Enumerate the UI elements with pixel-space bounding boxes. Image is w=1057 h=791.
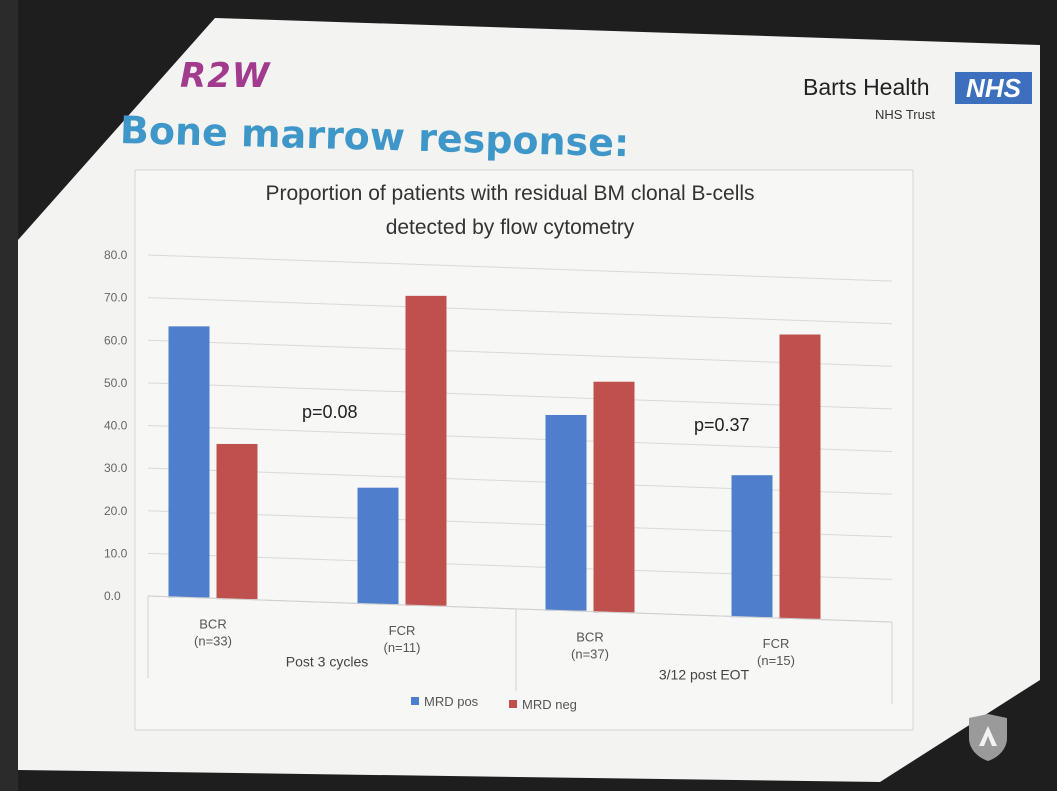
gridline <box>147 339 893 367</box>
bars <box>168 295 821 619</box>
p-value-annotation-1: p=0.08 <box>302 402 358 422</box>
y-tick-label: 80.0 <box>104 248 128 262</box>
legend-label-mrd-neg: MRD neg <box>522 697 577 712</box>
y-axis-ticks: 0.0 10.0 20.0 30.0 40.0 50.0 60.0 70.0 80.0 <box>104 248 128 603</box>
p-value-annotation-2: p=0.37 <box>694 415 750 435</box>
gridline <box>147 382 893 410</box>
x-axis-categories: BCR (n=33) FCR (n=11) BCR (n=37) FCR (n=15) Post… <box>147 595 893 705</box>
shield-icon <box>969 714 1007 761</box>
x-category-n: (n=15) <box>757 653 795 668</box>
org-name: Barts Health <box>803 74 930 100</box>
bar-mrd-pos <box>731 475 773 618</box>
y-tick-label: 50.0 <box>104 376 128 390</box>
bar-mrd-pos <box>357 487 399 605</box>
bar-mrd-neg <box>593 381 635 613</box>
x-category-label: FCR <box>389 623 416 638</box>
bar-mrd-pos <box>168 326 210 598</box>
x-category-label: BCR <box>199 616 226 631</box>
r2w-logo: R2W <box>180 56 271 96</box>
x-category-label: BCR <box>576 629 603 644</box>
legend-swatch-mrd-pos <box>411 697 419 705</box>
legend-label-mrd-pos: MRD pos <box>424 694 479 709</box>
x-group-label: Post 3 cycles <box>286 653 368 669</box>
x-category-n: (n=37) <box>571 646 609 661</box>
chart-title-line-1: Proportion of patients with residual BM … <box>265 182 754 205</box>
y-tick-label: 0.0 <box>104 589 121 603</box>
nhs-logo: NHS <box>955 72 1032 104</box>
legend-swatch-mrd-neg <box>509 700 517 708</box>
y-tick-label: 60.0 <box>104 333 128 347</box>
bar-mrd-neg <box>405 295 447 606</box>
x-category-n: (n=11) <box>384 640 421 655</box>
y-tick-label: 20.0 <box>104 504 128 518</box>
gridline <box>147 254 893 282</box>
legend: MRD pos MRD neg <box>411 694 577 712</box>
org-subtitle: NHS Trust <box>875 107 935 122</box>
y-tick-label: 30.0 <box>104 461 128 475</box>
gridline <box>147 297 893 325</box>
y-tick-label: 10.0 <box>104 546 128 560</box>
bar-mrd-pos <box>545 414 587 611</box>
x-group-label: 3/12 post EOT <box>659 666 750 682</box>
chart-title-line-2: detected by flow cytometry <box>386 216 635 239</box>
x-axis-line <box>147 595 893 623</box>
x-category-n: (n=33) <box>194 633 232 648</box>
x-category-label: FCR <box>763 636 790 651</box>
bar-mrd-neg <box>779 334 821 619</box>
y-tick-label: 70.0 <box>104 291 128 305</box>
y-tick-label: 40.0 <box>104 419 128 433</box>
gridline <box>147 425 893 453</box>
bar-mrd-neg <box>216 443 258 600</box>
